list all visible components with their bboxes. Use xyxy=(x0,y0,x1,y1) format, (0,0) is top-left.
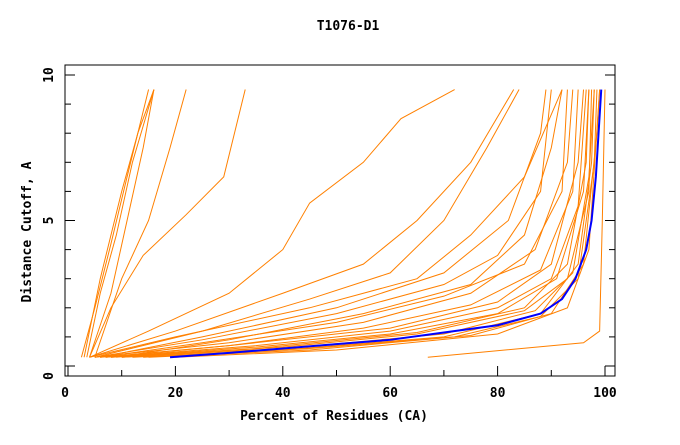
model-curve xyxy=(105,89,585,358)
x-axis-label: Percent of Residues (CA) xyxy=(240,409,428,424)
y-tick-label: 5 xyxy=(42,217,57,225)
model-curve xyxy=(100,89,568,358)
tick-layer xyxy=(65,74,615,376)
model-curve xyxy=(94,89,187,358)
model-curve xyxy=(110,89,590,358)
y-tick-label: 0 xyxy=(42,372,57,380)
model-curve xyxy=(110,89,590,358)
x-tick-label: 80 xyxy=(490,386,506,401)
model-curve xyxy=(100,89,547,358)
y-axis-label: Distance Cutoff, A xyxy=(20,161,35,302)
model-curve xyxy=(89,89,246,358)
x-tick-label: 0 xyxy=(61,386,69,401)
model-curve xyxy=(94,89,574,358)
model-curve xyxy=(427,89,606,358)
model-curve xyxy=(83,89,150,358)
model-curve xyxy=(89,89,155,358)
model-curve xyxy=(100,89,579,358)
model-curve xyxy=(94,89,552,358)
highlight-layer xyxy=(169,89,603,359)
x-tick-label: 40 xyxy=(275,386,291,401)
series-layer xyxy=(80,89,606,358)
x-tick-label: 20 xyxy=(168,386,184,401)
model-curve xyxy=(86,89,155,358)
x-tick-label: 100 xyxy=(593,386,617,401)
model-curve xyxy=(89,89,455,358)
highlight-curve xyxy=(169,89,603,359)
chart-title: T1076-D1 xyxy=(317,19,380,34)
y-tick-label: 10 xyxy=(42,67,57,83)
model-curve xyxy=(89,89,563,358)
model-curve xyxy=(121,89,593,358)
model-curve xyxy=(116,89,563,358)
x-tick-label: 60 xyxy=(382,386,398,401)
model-curve xyxy=(89,89,515,358)
